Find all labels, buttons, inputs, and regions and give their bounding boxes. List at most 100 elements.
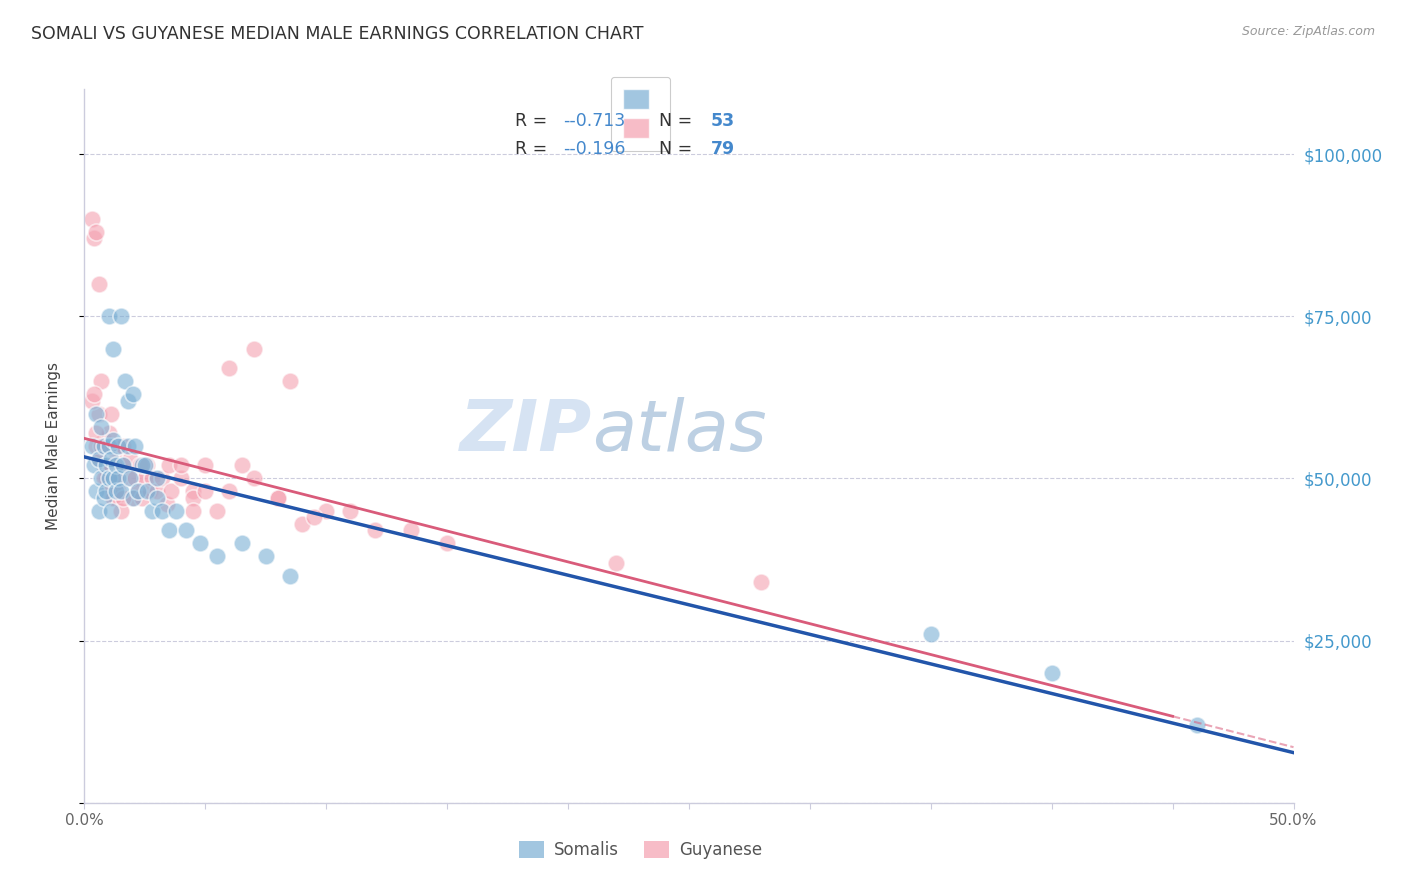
Point	[207, 549, 229, 564]
Point	[138, 484, 160, 499]
Point	[181, 491, 204, 505]
Point	[100, 458, 122, 473]
Point	[107, 439, 129, 453]
Point	[124, 439, 146, 453]
Point	[121, 491, 143, 505]
Point	[141, 504, 163, 518]
Point	[231, 536, 253, 550]
Text: --0.713: --0.713	[564, 112, 626, 130]
Point	[150, 504, 173, 518]
Point	[174, 524, 197, 538]
Text: ZIP: ZIP	[460, 397, 592, 467]
Point	[93, 491, 115, 505]
Point	[100, 407, 122, 421]
Point	[97, 471, 120, 485]
Point	[90, 374, 112, 388]
Point	[114, 458, 136, 473]
Point	[86, 425, 108, 440]
Point	[100, 471, 122, 485]
Point	[1040, 666, 1063, 681]
Point	[97, 439, 120, 453]
Point	[87, 504, 110, 518]
Point	[146, 484, 169, 499]
Point	[120, 471, 142, 485]
Point	[107, 471, 129, 485]
Point	[165, 504, 187, 518]
Point	[110, 310, 132, 324]
Point	[104, 452, 127, 467]
Point	[83, 231, 105, 245]
Point	[124, 471, 146, 485]
Point	[117, 439, 139, 453]
Point	[315, 504, 337, 518]
Point	[605, 556, 627, 570]
Point	[146, 491, 169, 505]
Point	[1185, 718, 1208, 732]
Point	[117, 471, 139, 485]
Point	[278, 374, 301, 388]
Point	[93, 439, 115, 453]
Y-axis label: Median Male Earnings: Median Male Earnings	[46, 362, 60, 530]
Point	[87, 452, 110, 467]
Point	[94, 484, 117, 499]
Point	[87, 277, 110, 291]
Point	[254, 549, 277, 564]
Point	[170, 471, 193, 485]
Point	[107, 439, 129, 453]
Point	[103, 342, 125, 356]
Point	[94, 439, 117, 453]
Text: --0.196: --0.196	[564, 140, 626, 158]
Point	[104, 458, 127, 473]
Point	[131, 491, 153, 505]
Point	[157, 524, 180, 538]
Text: R =: R =	[515, 140, 553, 158]
Point	[121, 387, 143, 401]
Point	[231, 458, 253, 473]
Point	[93, 433, 115, 447]
Point	[90, 439, 112, 453]
Point	[80, 393, 103, 408]
Point	[181, 484, 204, 499]
Point	[110, 484, 132, 499]
Point	[131, 458, 153, 473]
Point	[87, 452, 110, 467]
Text: R =: R =	[515, 112, 553, 130]
Point	[302, 510, 325, 524]
Point	[80, 439, 103, 453]
Point	[83, 387, 105, 401]
Point	[86, 484, 108, 499]
Point	[134, 458, 156, 473]
Point	[107, 484, 129, 499]
Point	[399, 524, 422, 538]
Point	[291, 516, 314, 531]
Text: 79: 79	[710, 140, 735, 158]
Point	[436, 536, 458, 550]
Point	[242, 342, 264, 356]
Point	[97, 458, 120, 473]
Point	[83, 458, 105, 473]
Point	[339, 504, 361, 518]
Point	[363, 524, 385, 538]
Point	[87, 407, 110, 421]
Point	[267, 491, 290, 505]
Point	[136, 458, 159, 473]
Point	[207, 504, 229, 518]
Point	[112, 491, 135, 505]
Point	[103, 491, 125, 505]
Point	[127, 484, 149, 499]
Point	[94, 458, 117, 473]
Point	[103, 471, 125, 485]
Point	[103, 433, 125, 447]
Point	[103, 439, 125, 453]
Point	[100, 452, 122, 467]
Point	[94, 471, 117, 485]
Point	[242, 471, 264, 485]
Point	[90, 452, 112, 467]
Point	[194, 484, 217, 499]
Text: Source: ZipAtlas.com: Source: ZipAtlas.com	[1241, 25, 1375, 38]
Point	[104, 471, 127, 485]
Point	[97, 310, 120, 324]
Point	[127, 484, 149, 499]
Point	[117, 393, 139, 408]
Point	[114, 374, 136, 388]
